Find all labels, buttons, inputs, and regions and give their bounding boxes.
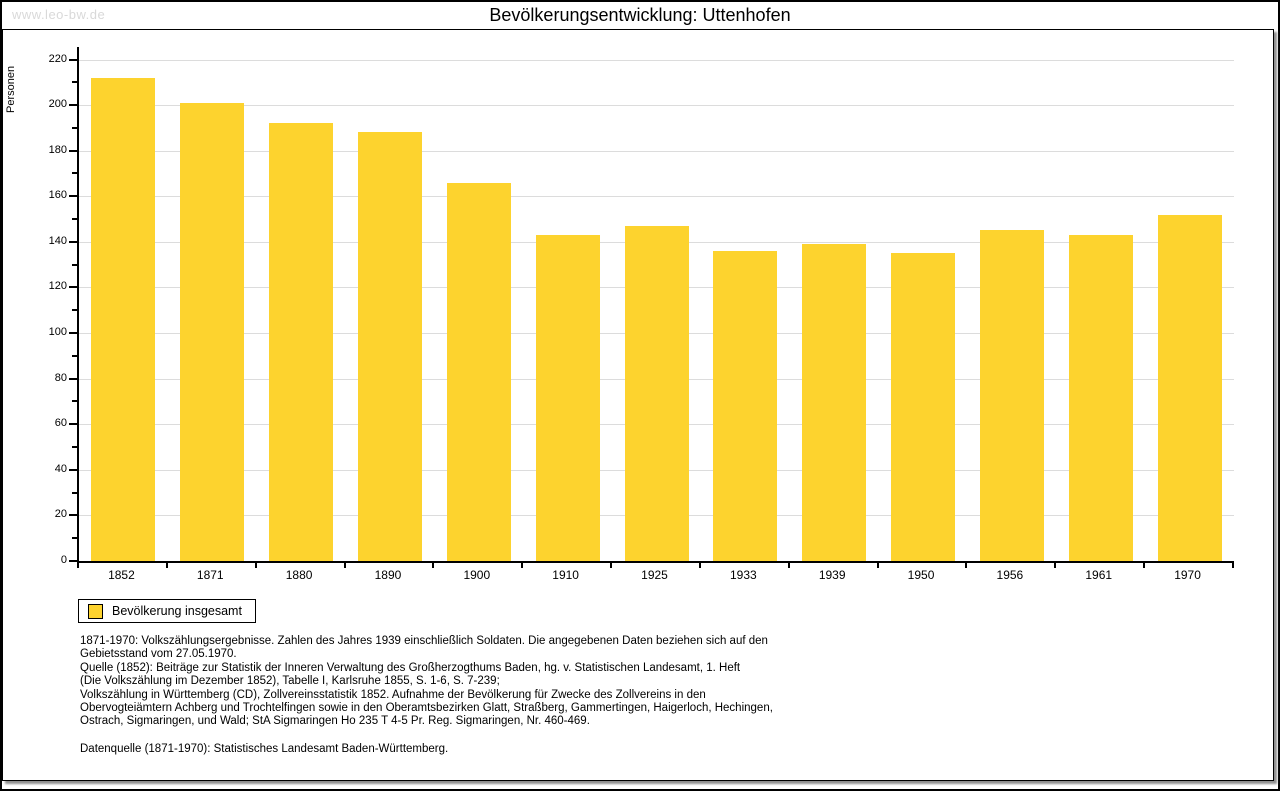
x-tick-4 — [432, 563, 435, 568]
y-tick-120 — [69, 286, 77, 289]
y-tick-label-220: 220 — [48, 52, 67, 65]
y-tick-label-80: 80 — [54, 371, 67, 384]
x-tick-6 — [610, 563, 613, 568]
footnotes: 1871-1970: Volkszählungsergebnisse. Zahl… — [80, 635, 773, 756]
y-tick-label-200: 200 — [48, 98, 67, 111]
x-label-1925: 1925 — [641, 568, 668, 582]
x-tick-3 — [343, 563, 346, 568]
y-tick-label-0: 0 — [60, 554, 67, 566]
x-tick-10 — [965, 563, 968, 568]
y-minor-tick-210 — [72, 81, 77, 84]
gridline-180 — [79, 150, 1234, 152]
site-watermark: www.leo-bw.de — [12, 7, 106, 22]
x-tick-11 — [1054, 563, 1057, 568]
bar-1880 — [269, 123, 334, 561]
y-tick-label-60: 60 — [54, 417, 67, 430]
bar-1961 — [1068, 235, 1133, 561]
x-tick-9 — [876, 563, 879, 568]
y-minor-tick-110 — [72, 309, 77, 312]
footnote-line-7: Ostrach, Sigmaringen, und Wald; StA Sigm… — [80, 715, 590, 728]
x-label-1956: 1956 — [996, 568, 1024, 582]
y-tick-label-160: 160 — [48, 189, 67, 202]
x-label-1910: 1910 — [552, 568, 579, 582]
gridline-200 — [79, 105, 1234, 107]
y-minor-tick-90 — [72, 354, 77, 357]
y-tick-220 — [69, 58, 77, 61]
bar-1890 — [357, 132, 422, 561]
x-tick-1 — [165, 563, 168, 568]
y-tick-100 — [69, 332, 77, 335]
x-tick-5 — [521, 563, 524, 568]
bar-1939 — [802, 244, 867, 561]
y-minor-tick-30 — [72, 491, 77, 494]
y-tick-160 — [69, 195, 77, 198]
footnote-line-6: Obervogteiämtern Achberg und Trochtelfin… — [80, 702, 773, 715]
x-label-1970: 1970 — [1174, 568, 1201, 582]
footnote-line-5: Volkszählung in Württemberg (CD), Zollve… — [80, 688, 706, 701]
y-tick-180 — [69, 149, 77, 152]
bar-1871 — [180, 102, 245, 561]
x-tick-7 — [698, 563, 701, 568]
y-tick-80 — [69, 377, 77, 380]
y-tick-label-140: 140 — [48, 234, 67, 247]
bar-1925 — [624, 225, 689, 561]
footnote-line-3: Quelle (1852): Beiträge zur Statistik de… — [80, 661, 741, 674]
x-label-1961: 1961 — [1085, 568, 1113, 582]
y-axis-label: Personen — [5, 65, 17, 113]
y-tick-140 — [69, 240, 77, 243]
y-tick-0 — [69, 560, 77, 562]
datasource-line-1: Datenquelle (1871-1970): Statistisches L… — [80, 742, 449, 755]
gridline-160 — [79, 196, 1234, 198]
x-label-1950: 1950 — [907, 568, 935, 582]
footnote-spacer — [80, 729, 773, 743]
x-tick-13 — [1232, 563, 1234, 568]
x-tick-8 — [787, 563, 790, 568]
bar-1852 — [91, 77, 156, 561]
x-tick-0 — [77, 563, 79, 568]
legend-color-swatch — [88, 603, 103, 619]
x-label-1900: 1900 — [463, 568, 491, 582]
bar-1956 — [979, 230, 1044, 561]
x-label-1871: 1871 — [196, 568, 224, 582]
x-label-1852: 1852 — [108, 568, 135, 582]
bar-1933 — [713, 250, 778, 561]
bar-1910 — [535, 235, 600, 561]
chart-frame: Personen 0 20 40 60 80 100 120 140 160 180 200 220 … — [2, 29, 1274, 781]
y-minor-tick-70 — [72, 400, 77, 403]
y-tick-20 — [69, 514, 77, 517]
x-label-1939: 1939 — [818, 568, 846, 582]
legend-label: Bevölkerung insgesamt — [112, 604, 242, 618]
legend: Bevölkerung insgesamt — [78, 599, 256, 623]
y-minor-tick-130 — [72, 263, 77, 266]
footnote-line-4: (Die Volkszählung im Dezember 1852), Tab… — [80, 675, 500, 688]
bar-1970 — [1157, 214, 1222, 561]
y-tick-label-100: 100 — [48, 326, 67, 339]
footnote-line-1: 1871-1970: Volkszählungsergebnisse. Zahl… — [80, 635, 768, 647]
x-label-1890: 1890 — [374, 568, 402, 582]
y-minor-tick-190 — [72, 126, 77, 129]
y-minor-tick-50 — [72, 446, 77, 449]
y-tick-label-40: 40 — [54, 462, 67, 475]
footnote-line-2: Gebietsstand vom 27.05.1970. — [80, 648, 237, 661]
x-tick-12 — [1143, 563, 1146, 568]
y-tick-200 — [69, 104, 77, 107]
y-minor-tick-170 — [72, 172, 77, 175]
y-minor-tick-150 — [72, 218, 77, 221]
chart-title: Bevölkerungsentwicklung: Uttenhofen — [489, 5, 791, 25]
y-minor-tick-10 — [72, 537, 77, 540]
plot-area — [77, 47, 1234, 563]
bar-1950 — [891, 253, 956, 561]
y-tick-60 — [69, 423, 77, 426]
y-tick-label-180: 180 — [48, 143, 67, 156]
x-label-1933: 1933 — [729, 568, 757, 582]
y-tick-40 — [69, 468, 77, 471]
x-label-1880: 1880 — [285, 568, 313, 582]
y-tick-label-20: 20 — [54, 508, 67, 521]
gridline-220 — [79, 59, 1234, 61]
y-tick-label-120: 120 — [48, 280, 67, 293]
x-tick-2 — [254, 563, 257, 568]
bar-1900 — [446, 182, 511, 561]
